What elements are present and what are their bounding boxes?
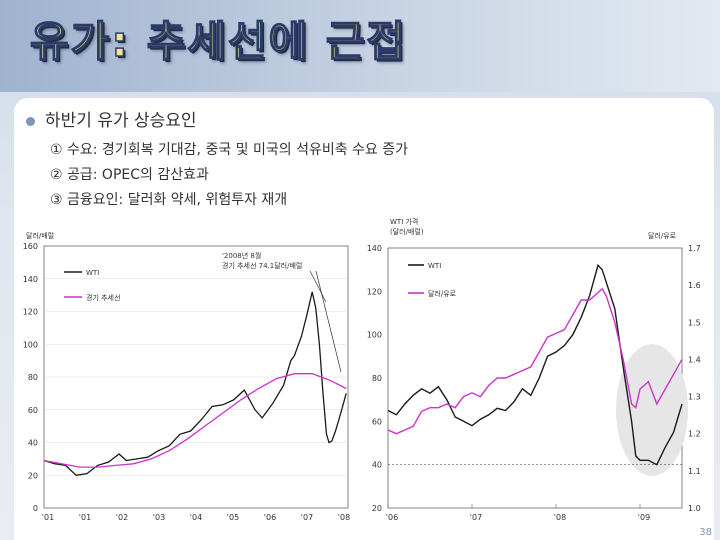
left-x-tick-label: '01 bbox=[79, 513, 91, 522]
point-demand: ① 수요: 경기회복 기대감, 중국 및 미국의 석유비축 수요 증가 bbox=[50, 142, 409, 158]
right-left-y-tick-label: 80 bbox=[372, 374, 382, 383]
right-left-y-tick-label: 120 bbox=[367, 287, 382, 296]
right-right-y-tick-label: 1.0 bbox=[688, 504, 701, 513]
right-left-y-tick-label: 40 bbox=[372, 461, 382, 470]
bullet-dot-icon bbox=[26, 117, 35, 126]
left-y-tick-label: 0 bbox=[33, 504, 38, 513]
left-x-tick-label: '02 bbox=[116, 513, 128, 522]
left-x-tick-label: '06 bbox=[264, 513, 276, 522]
right-series-line bbox=[387, 287, 683, 435]
right-unit-label-line-1: WTI 가격 bbox=[390, 217, 418, 226]
right-right-y-tick-label: 1.4 bbox=[688, 355, 701, 364]
right-axis-unit-label: 달러/유로 bbox=[648, 231, 677, 240]
highlight-ellipse bbox=[616, 344, 688, 476]
bullet-text: 하반기 유가 상승요인 bbox=[45, 111, 197, 131]
left-y-tick-label: 80 bbox=[28, 373, 38, 382]
slide-title: 유가: 추세선에 근접 bbox=[29, 16, 408, 67]
left-y-tick-label: 160 bbox=[23, 242, 38, 251]
left-y-tick-label: 140 bbox=[23, 275, 38, 284]
right-x-tick-label: '06 bbox=[386, 513, 398, 522]
left-series bbox=[43, 291, 347, 476]
title-band bbox=[0, 0, 720, 92]
left-y-tick-label: 20 bbox=[28, 471, 38, 480]
left-x-ticks: '01 '01 '02 '03 '04 '05 '06 '07 '08 bbox=[42, 513, 350, 522]
left-x-tick-label: '01 bbox=[42, 513, 54, 522]
left-x-tick-label: '03 bbox=[153, 513, 165, 522]
right-right-y-tick-label: 1.2 bbox=[688, 430, 701, 439]
right-right-y-tick-label: 1.5 bbox=[688, 318, 701, 327]
right-chart: WTI 가격 (달러/배럴) 달러/유로 20 40 60 80 100 120 140 1… bbox=[367, 217, 701, 522]
left-chart: 달러/배럴 0 20 40 60 80 100 120 140 160 '01 '01 '02 '03… bbox=[23, 231, 350, 522]
page-number: 38 bbox=[699, 527, 712, 538]
left-series-line bbox=[43, 373, 347, 468]
left-y-tick-label: 60 bbox=[28, 406, 38, 415]
point-supply: ② 공급: OPEC의 감산효과 bbox=[50, 167, 209, 183]
right-left-y-tick-label: 60 bbox=[372, 417, 382, 426]
right-x-tick-label: '09 bbox=[638, 513, 650, 522]
right-gridlines bbox=[387, 464, 682, 508]
right-left-y-tick-label: 140 bbox=[367, 244, 382, 253]
legend-trend-label: 경기 추세선 bbox=[86, 293, 120, 302]
left-unit-label: 달러/배럴 bbox=[26, 231, 54, 240]
left-x-tick-label: '07 bbox=[301, 513, 313, 522]
right-left-y-tick-label: 100 bbox=[367, 331, 382, 340]
right-x-tick-label: '07 bbox=[470, 513, 482, 522]
right-right-y-ticks: 1.0 1.1 1.2 1.3 1.4 1.5 1.6 1.7 bbox=[688, 244, 701, 513]
left-y-tick-label: 120 bbox=[23, 308, 38, 317]
annotation-pointer bbox=[315, 270, 342, 373]
left-gridlines bbox=[44, 278, 348, 476]
point-finance: ③ 금융요인: 달러화 약세, 위험투자 재개 bbox=[50, 192, 288, 208]
left-y-tick-label: 40 bbox=[28, 439, 38, 448]
left-series-line bbox=[43, 291, 347, 476]
right-x-tick-label: '08 bbox=[554, 513, 566, 522]
right-left-y-tick-label: 20 bbox=[372, 504, 382, 513]
legend-wti2-label: WTI bbox=[428, 262, 441, 270]
left-x-tick-label: '04 bbox=[190, 513, 202, 522]
bullet-heading: 하반기 유가 상승요인 bbox=[26, 106, 197, 131]
right-series-line bbox=[387, 263, 683, 466]
right-right-y-tick-label: 1.6 bbox=[688, 281, 701, 290]
right-right-y-tick-label: 1.1 bbox=[688, 467, 701, 476]
legend-usdeur-label: 달러/유로 bbox=[428, 289, 457, 298]
left-y-ticks: 0 20 40 60 80 100 120 140 160 bbox=[23, 242, 38, 513]
right-series bbox=[387, 263, 683, 466]
right-x-ticks: '06 '07 '08 '09 bbox=[386, 513, 650, 522]
legend-wti-label: WTI bbox=[86, 269, 99, 277]
annotation-line-2: 경기 추세선 74.1달러/배럴 bbox=[222, 261, 302, 270]
left-x-tick-label: '05 bbox=[227, 513, 239, 522]
annotation-pointer-2 bbox=[309, 270, 327, 303]
right-right-y-tick-label: 1.7 bbox=[688, 244, 701, 253]
right-left-y-ticks: 20 40 60 80 100 120 140 bbox=[367, 244, 382, 513]
annotation-line-1: '2008년 8월 bbox=[222, 251, 261, 260]
right-unit-label-line-2: (달러/배럴) bbox=[390, 227, 424, 236]
left-y-tick-label: 100 bbox=[23, 340, 38, 349]
right-right-y-tick-label: 1.3 bbox=[688, 393, 701, 402]
left-x-tick-label: '08 bbox=[338, 513, 350, 522]
